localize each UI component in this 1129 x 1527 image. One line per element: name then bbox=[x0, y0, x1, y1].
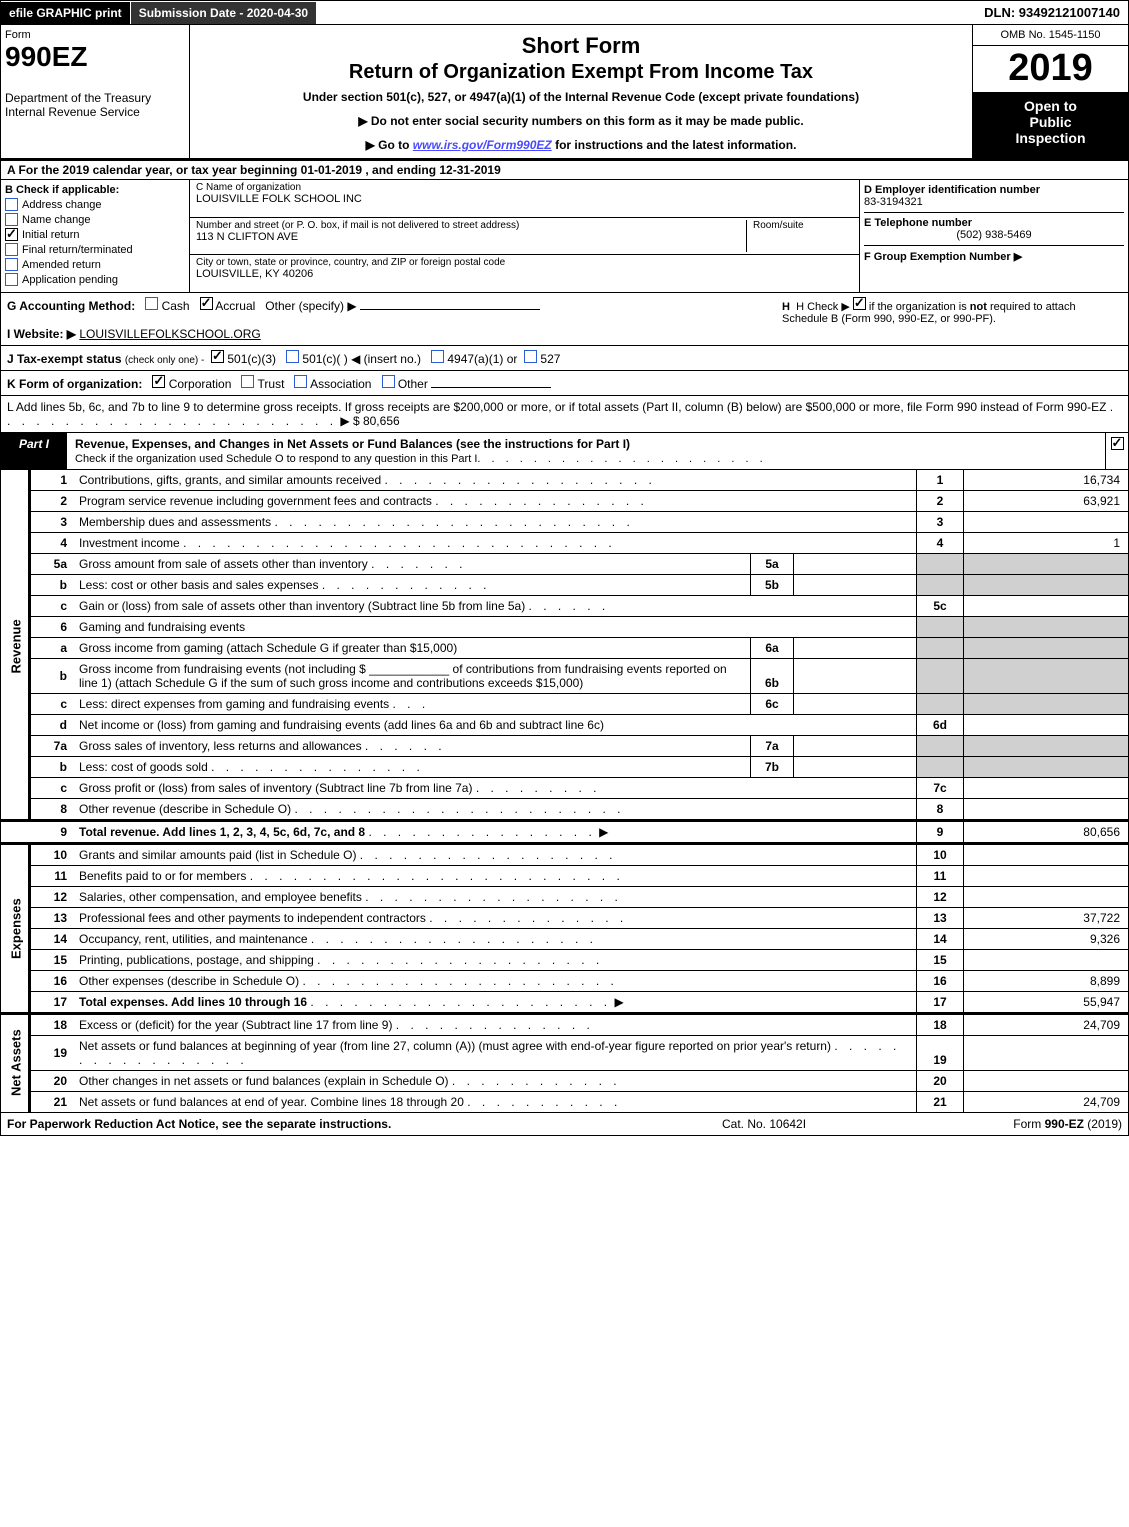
chk-amended-return[interactable]: Amended return bbox=[5, 258, 185, 271]
irs-link[interactable]: www.irs.gov/Form990EZ bbox=[413, 138, 552, 152]
side-revenue: Revenue bbox=[1, 470, 30, 821]
dept-irs: Internal Revenue Service bbox=[5, 105, 185, 119]
line-l: L Add lines 5b, 6c, and 7b to line 9 to … bbox=[0, 396, 1129, 433]
form-number: 990EZ bbox=[5, 41, 185, 73]
header-center: Short Form Return of Organization Exempt… bbox=[190, 25, 973, 158]
line-4-value: 1 bbox=[964, 533, 1129, 554]
chk-trust[interactable] bbox=[241, 375, 254, 388]
chk-initial-return[interactable]: Initial return bbox=[5, 228, 185, 241]
ein-label: D Employer identification number bbox=[864, 184, 1124, 196]
phone-label: E Telephone number bbox=[864, 217, 1124, 229]
line-h-box: H H Check ▶ if the organization is not r… bbox=[782, 297, 1122, 325]
side-expenses: Expenses bbox=[1, 844, 30, 1014]
line-i-label: I Website: ▶ bbox=[7, 327, 76, 341]
chk-4947[interactable] bbox=[431, 350, 444, 363]
line-13-value: 37,722 bbox=[964, 908, 1129, 929]
tax-year: 2019 bbox=[973, 46, 1128, 92]
line-9-total-revenue: 80,656 bbox=[964, 821, 1129, 844]
part-i-tag: Part I bbox=[1, 433, 67, 469]
schedule-o-checkbox[interactable] bbox=[1105, 433, 1128, 469]
room-suite-label: Room/suite bbox=[746, 220, 853, 253]
column-c: C Name of organization LOUISVILLE FOLK S… bbox=[190, 180, 859, 292]
part-i-table: Revenue 1 Contributions, gifts, grants, … bbox=[0, 470, 1129, 1113]
line-k: K Form of organization: Corporation Trus… bbox=[0, 371, 1129, 396]
line-k-label: K Form of organization: bbox=[7, 377, 142, 391]
org-name-value: LOUISVILLE FOLK SCHOOL INC bbox=[196, 193, 853, 205]
chk-527[interactable] bbox=[524, 350, 537, 363]
gross-receipts-amount: $ 80,656 bbox=[353, 414, 400, 428]
chk-association[interactable] bbox=[294, 375, 307, 388]
catalog-number: Cat. No. 10642I bbox=[722, 1117, 922, 1131]
block-bcdef: B Check if applicable: Address change Na… bbox=[0, 180, 1129, 293]
line-2-value: 63,921 bbox=[964, 491, 1129, 512]
website-link[interactable]: LOUISVILLEFOLKSCHOOL.ORG bbox=[79, 327, 260, 341]
chk-application-pending[interactable]: Application pending bbox=[5, 273, 185, 286]
street-value: 113 N CLIFTON AVE bbox=[196, 231, 746, 243]
form-header: Form 990EZ Department of the Treasury In… bbox=[0, 25, 1129, 161]
page-footer: For Paperwork Reduction Act Notice, see … bbox=[0, 1113, 1129, 1136]
form-label: Form bbox=[5, 29, 185, 41]
chk-schedule-b[interactable] bbox=[853, 297, 866, 310]
form-reference: Form 990-EZ (2019) bbox=[922, 1117, 1122, 1131]
main-title: Return of Organization Exempt From Incom… bbox=[196, 61, 966, 84]
line-g-h: G Accounting Method: Cash Accrual Other … bbox=[0, 293, 1129, 346]
chk-address-change[interactable]: Address change bbox=[5, 198, 185, 211]
other-org-input[interactable] bbox=[431, 387, 551, 388]
side-netassets: Net Assets bbox=[1, 1014, 30, 1113]
city-label: City or town, state or province, country… bbox=[196, 257, 853, 268]
line-17-total-expenses: 55,947 bbox=[964, 992, 1129, 1014]
warning-ssn: ▶ Do not enter social security numbers o… bbox=[196, 114, 966, 128]
city-value: LOUISVILLE, KY 40206 bbox=[196, 268, 853, 280]
line-16-value: 8,899 bbox=[964, 971, 1129, 992]
line-21-value: 24,709 bbox=[964, 1092, 1129, 1113]
chk-corporation[interactable] bbox=[152, 375, 165, 388]
paperwork-notice: For Paperwork Reduction Act Notice, see … bbox=[7, 1117, 722, 1131]
inspection-box: Open to Public Inspection bbox=[973, 92, 1128, 158]
subtitle: Under section 501(c), 527, or 4947(a)(1)… bbox=[196, 90, 966, 104]
chk-accrual[interactable] bbox=[200, 297, 213, 310]
org-name-label: C Name of organization bbox=[196, 182, 853, 193]
chk-name-change[interactable]: Name change bbox=[5, 213, 185, 226]
line-14-value: 9,326 bbox=[964, 929, 1129, 950]
header-right: OMB No. 1545-1150 2019 Open to Public In… bbox=[973, 25, 1128, 158]
col-b-header: B Check if applicable: bbox=[5, 184, 185, 196]
chk-final-return[interactable]: Final return/terminated bbox=[5, 243, 185, 256]
dln-label: DLN: 93492121007140 bbox=[976, 1, 1128, 24]
part-i-header: Part I Revenue, Expenses, and Changes in… bbox=[0, 433, 1129, 470]
omb-number: OMB No. 1545-1150 bbox=[973, 25, 1128, 46]
top-bar: efile GRAPHIC print Submission Date - 20… bbox=[0, 0, 1129, 25]
ein-value: 83-3194321 bbox=[864, 196, 1124, 208]
street-label: Number and street (or P. O. box, if mail… bbox=[196, 220, 746, 231]
line-1-value: 16,734 bbox=[964, 470, 1129, 491]
submission-date-button[interactable]: Submission Date - 2020-04-30 bbox=[131, 2, 317, 24]
chk-501c3[interactable] bbox=[211, 350, 224, 363]
part-i-title: Revenue, Expenses, and Changes in Net As… bbox=[67, 433, 1105, 469]
chk-other-org[interactable] bbox=[382, 375, 395, 388]
efile-print-button[interactable]: efile GRAPHIC print bbox=[1, 2, 131, 24]
warning-goto: ▶ Go to www.irs.gov/Form990EZ for instru… bbox=[196, 138, 966, 152]
dept-treasury: Department of the Treasury bbox=[5, 91, 185, 105]
group-exemption-label: F Group Exemption Number ▶ bbox=[864, 250, 1124, 263]
short-form-title: Short Form bbox=[196, 33, 966, 59]
other-method-input[interactable] bbox=[360, 309, 540, 310]
line-g-label: G Accounting Method: bbox=[7, 299, 135, 313]
line-3-value bbox=[964, 512, 1129, 533]
chk-cash[interactable] bbox=[145, 297, 158, 310]
chk-501c[interactable] bbox=[286, 350, 299, 363]
line-a-tax-year: A For the 2019 calendar year, or tax yea… bbox=[0, 161, 1129, 180]
line-18-value: 24,709 bbox=[964, 1014, 1129, 1036]
phone-value: (502) 938-5469 bbox=[864, 229, 1124, 241]
header-left: Form 990EZ Department of the Treasury In… bbox=[1, 25, 190, 158]
line-j: J Tax-exempt status (check only one) - 5… bbox=[0, 346, 1129, 371]
column-def: D Employer identification number 83-3194… bbox=[859, 180, 1128, 292]
column-b: B Check if applicable: Address change Na… bbox=[1, 180, 190, 292]
line-j-label: J Tax-exempt status bbox=[7, 352, 122, 366]
